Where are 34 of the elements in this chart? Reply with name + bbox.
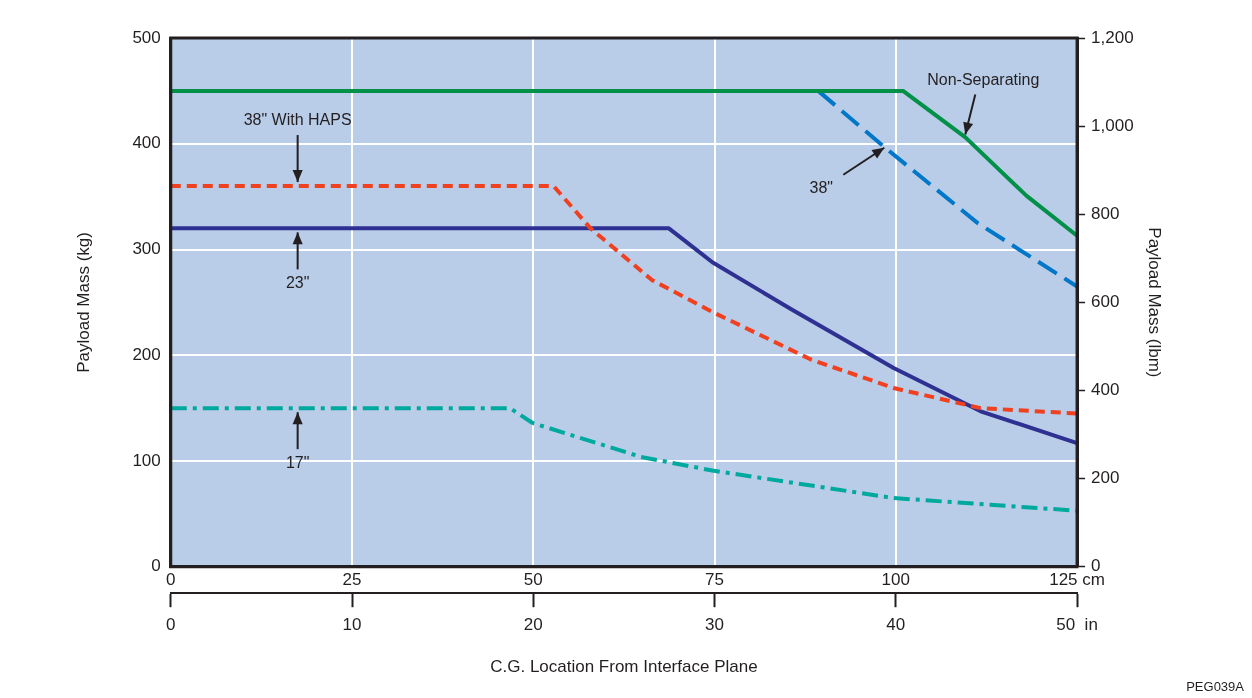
x2-tick-label: 50 in xyxy=(1056,615,1098,635)
y-tick-label: 200 xyxy=(132,344,161,364)
line-series xyxy=(170,406,1078,513)
x2-tick-label: 20 xyxy=(523,615,543,635)
annotation: 38" xyxy=(809,179,834,197)
y2-tick-label: 800 xyxy=(1091,203,1120,223)
y-tick-label: 100 xyxy=(132,450,161,470)
y2-tick-label: 200 xyxy=(1091,468,1120,488)
x-tick-label: 75 xyxy=(705,569,724,589)
y-tick-label: 0 xyxy=(151,556,161,576)
y-tick-label: 400 xyxy=(132,133,161,153)
x2-tick-label: 40 xyxy=(886,615,906,635)
annotation: Non-Separating xyxy=(927,70,1040,88)
text: PEG039A xyxy=(1186,679,1245,695)
y2-tick-label: 400 xyxy=(1091,380,1120,400)
annotation: 17" xyxy=(285,453,310,471)
y-tick-label: 300 xyxy=(132,239,161,259)
annotation: 23" xyxy=(285,273,310,291)
y2-tick-label: 1,200 xyxy=(1091,27,1134,47)
y2-axis-title: Payload Mass (lbm) xyxy=(1145,227,1165,378)
x2-tick-label: 10 xyxy=(342,615,362,635)
x2-tick-label: 30 xyxy=(705,615,724,635)
y2-tick-label: 1,000 xyxy=(1091,115,1134,135)
x-axis-title: C.G. Location From Interface Plane xyxy=(490,657,758,677)
x-tick-label: 0 xyxy=(166,569,176,589)
x2-tick-label: 0 xyxy=(166,615,176,635)
annotation: 38" With HAPS xyxy=(243,111,352,129)
x-tick-label: 100 xyxy=(881,569,910,589)
x-tick-label: 50 xyxy=(523,569,543,589)
y2-tick-label: 0 xyxy=(1091,556,1101,576)
y2-tick-label: 600 xyxy=(1091,292,1120,312)
x-tick-label: 25 xyxy=(342,569,362,589)
y-axis-title: Payload Mass (kg) xyxy=(73,232,93,373)
y-tick-label: 500 xyxy=(132,27,161,47)
